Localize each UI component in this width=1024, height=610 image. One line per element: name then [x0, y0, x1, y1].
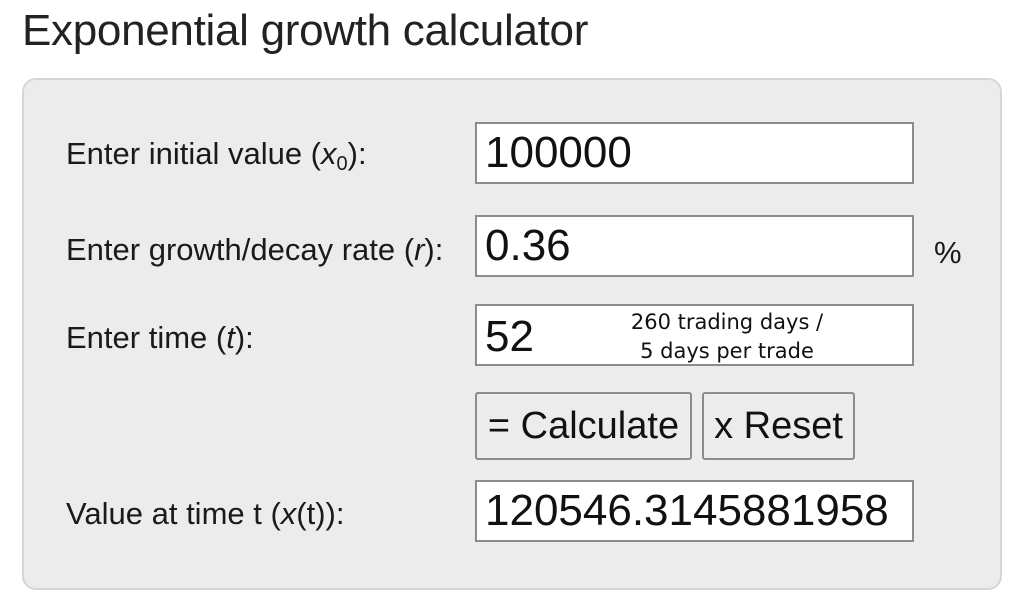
initial-value-input[interactable]: 100000 [475, 122, 914, 184]
time-note: 260 trading days / 5 days per trade [607, 308, 847, 366]
calculate-button[interactable]: = Calculate [475, 392, 692, 460]
initial-value-label: Enter initial value (x0): [66, 136, 367, 175]
rate-input[interactable]: 0.36 [475, 215, 914, 277]
result-label: Value at time t (x(t)): [66, 496, 345, 531]
time-label: Enter time (t): [66, 320, 254, 355]
calculator-panel: Enter initial value (x0): 100000 Enter g… [22, 78, 1002, 590]
result-output[interactable]: 120546.3145881958 [475, 480, 914, 542]
time-value: 52 [485, 312, 534, 361]
rate-label: Enter growth/decay rate (r): [66, 232, 444, 267]
time-note-line-1: 260 trading days / [630, 310, 824, 334]
time-input[interactable]: 52 260 trading days / 5 days per trade [475, 304, 914, 366]
rate-unit-label: % [934, 235, 962, 270]
reset-button[interactable]: x Reset [702, 392, 855, 460]
time-note-line-2: 5 days per trade [640, 339, 814, 363]
page-title: Exponential growth calculator [22, 6, 589, 55]
